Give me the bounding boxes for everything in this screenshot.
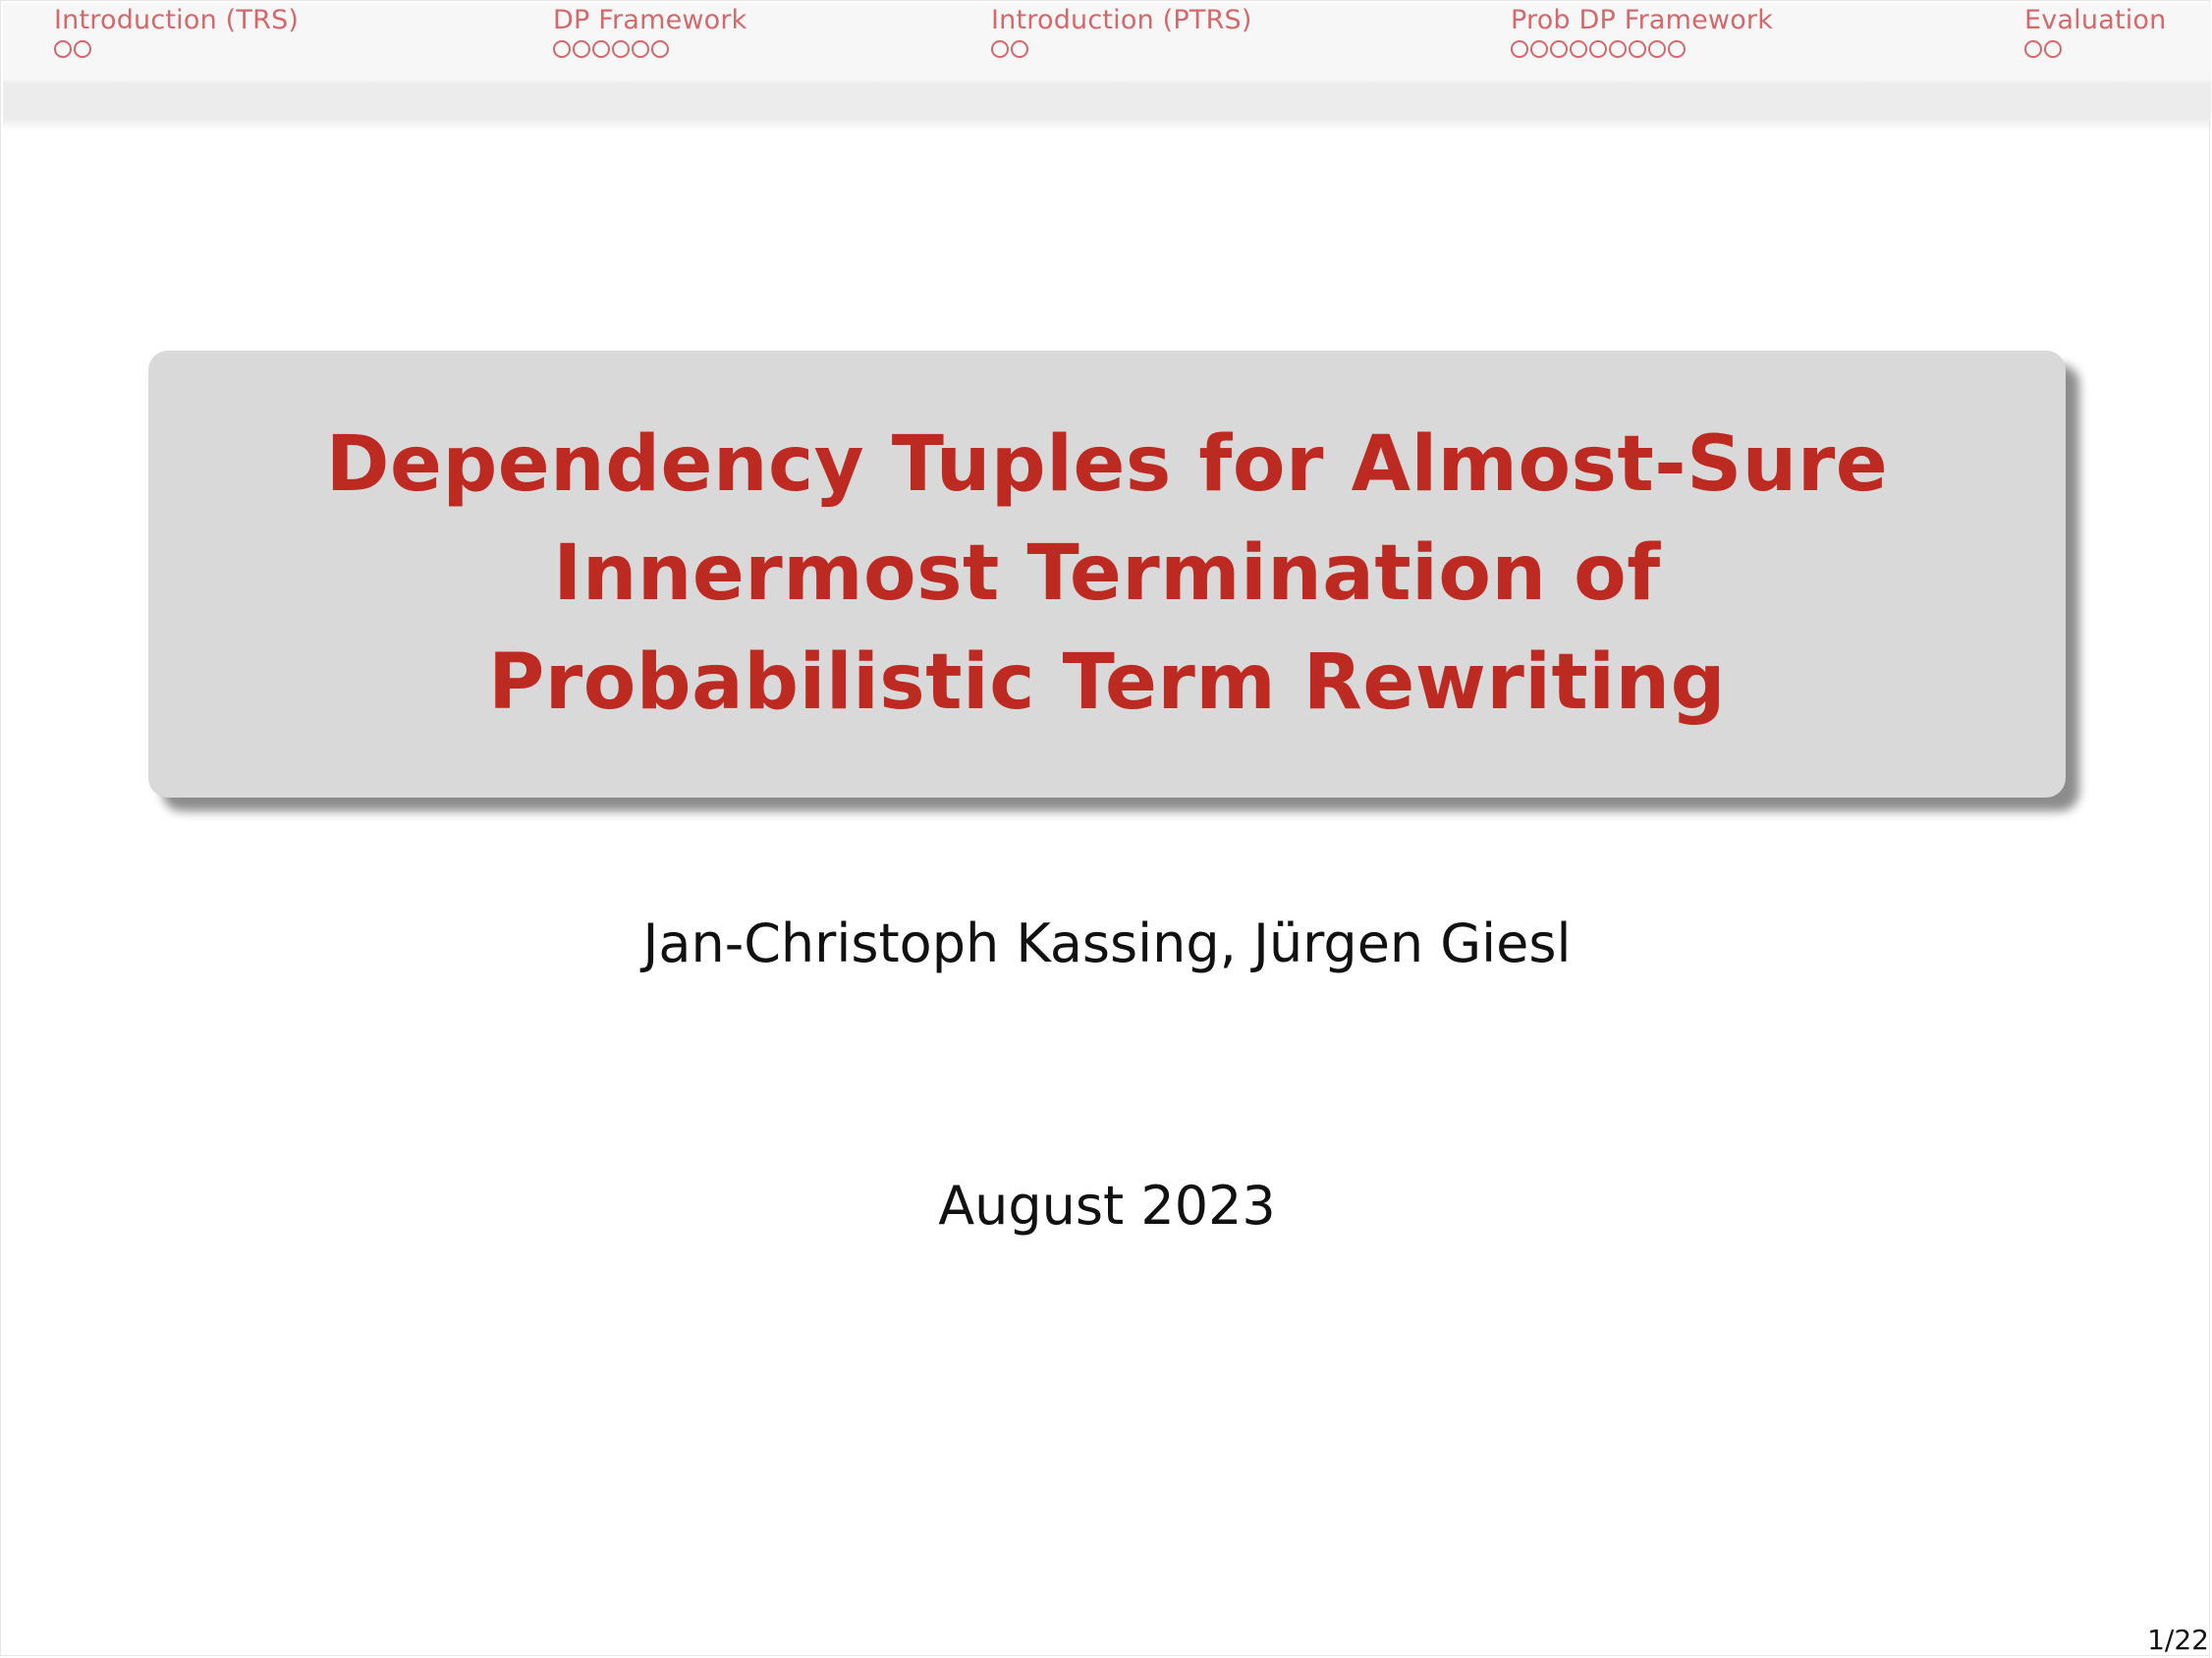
nav-frame-dot-icon[interactable]	[74, 40, 91, 58]
nav-section-introduction-trs[interactable]: Introduction (TRS)	[54, 3, 299, 58]
nav-frame-dot-icon[interactable]	[1648, 40, 1666, 58]
nav-frame-dots	[991, 40, 1252, 58]
nav-frame-dots	[54, 40, 299, 58]
nav-frame-dot-icon[interactable]	[592, 40, 610, 58]
nav-bar-shadow	[3, 123, 2211, 131]
nav-frame-dot-icon[interactable]	[1011, 40, 1028, 58]
nav-frame-dot-icon[interactable]	[612, 40, 630, 58]
nav-frame-dot-icon[interactable]	[54, 40, 72, 58]
nav-section-label[interactable]: Introduction (TRS)	[54, 5, 300, 35]
nav-frame-dot-icon[interactable]	[632, 40, 649, 58]
nav-frame-dot-icon[interactable]	[1530, 40, 1548, 58]
nav-frame-dot-icon[interactable]	[1511, 40, 1528, 58]
nav-frame-dot-icon[interactable]	[2024, 40, 2042, 58]
nav-frame-dots	[1511, 40, 1773, 58]
nav-section-label[interactable]: Evaluation	[2024, 5, 2167, 35]
nav-frame-dot-icon[interactable]	[1609, 40, 1627, 58]
nav-section-label[interactable]: Introduction (PTRS)	[991, 5, 1252, 35]
presentation-date: August 2023	[938, 1175, 1276, 1237]
nav-frame-dot-icon[interactable]	[1570, 40, 1587, 58]
nav-section-label[interactable]: Prob DP Framework	[1511, 5, 1774, 35]
nav-frame-dots	[553, 40, 747, 58]
nav-frame-dots	[2024, 40, 2166, 58]
nav-frame-dot-icon[interactable]	[553, 40, 571, 58]
nav-frame-dot-icon[interactable]	[1629, 40, 1646, 58]
nav-frame-dot-icon[interactable]	[1550, 40, 1568, 58]
nav-frame-dot-icon[interactable]	[991, 40, 1009, 58]
presentation-title: Dependency Tuples for Almost-Sure Innerm…	[325, 420, 1889, 727]
section-navigation-bar: Introduction (TRS) DP Framework Introduc…	[3, 3, 2211, 123]
nav-section-introduction-ptrs[interactable]: Introduction (PTRS)	[991, 3, 1252, 58]
title-box: Dependency Tuples for Almost-Sure Innerm…	[148, 351, 2066, 798]
nav-frame-dot-icon[interactable]	[573, 40, 590, 58]
nav-section-label[interactable]: DP Framework	[553, 5, 747, 35]
nav-section-evaluation[interactable]: Evaluation	[2024, 3, 2166, 58]
nav-section-prob-dp-framework[interactable]: Prob DP Framework	[1511, 3, 1773, 58]
nav-frame-dot-icon[interactable]	[651, 40, 669, 58]
nav-frame-dot-icon[interactable]	[2044, 40, 2062, 58]
nav-section-dp-framework[interactable]: DP Framework	[553, 3, 747, 58]
nav-frame-dot-icon[interactable]	[1668, 40, 1686, 58]
nav-frame-dot-icon[interactable]	[1589, 40, 1607, 58]
authors: Jan-Christoph Kassing, Jürgen Giesl	[642, 912, 1572, 974]
page-number: 1/22	[2147, 1624, 2209, 1656]
